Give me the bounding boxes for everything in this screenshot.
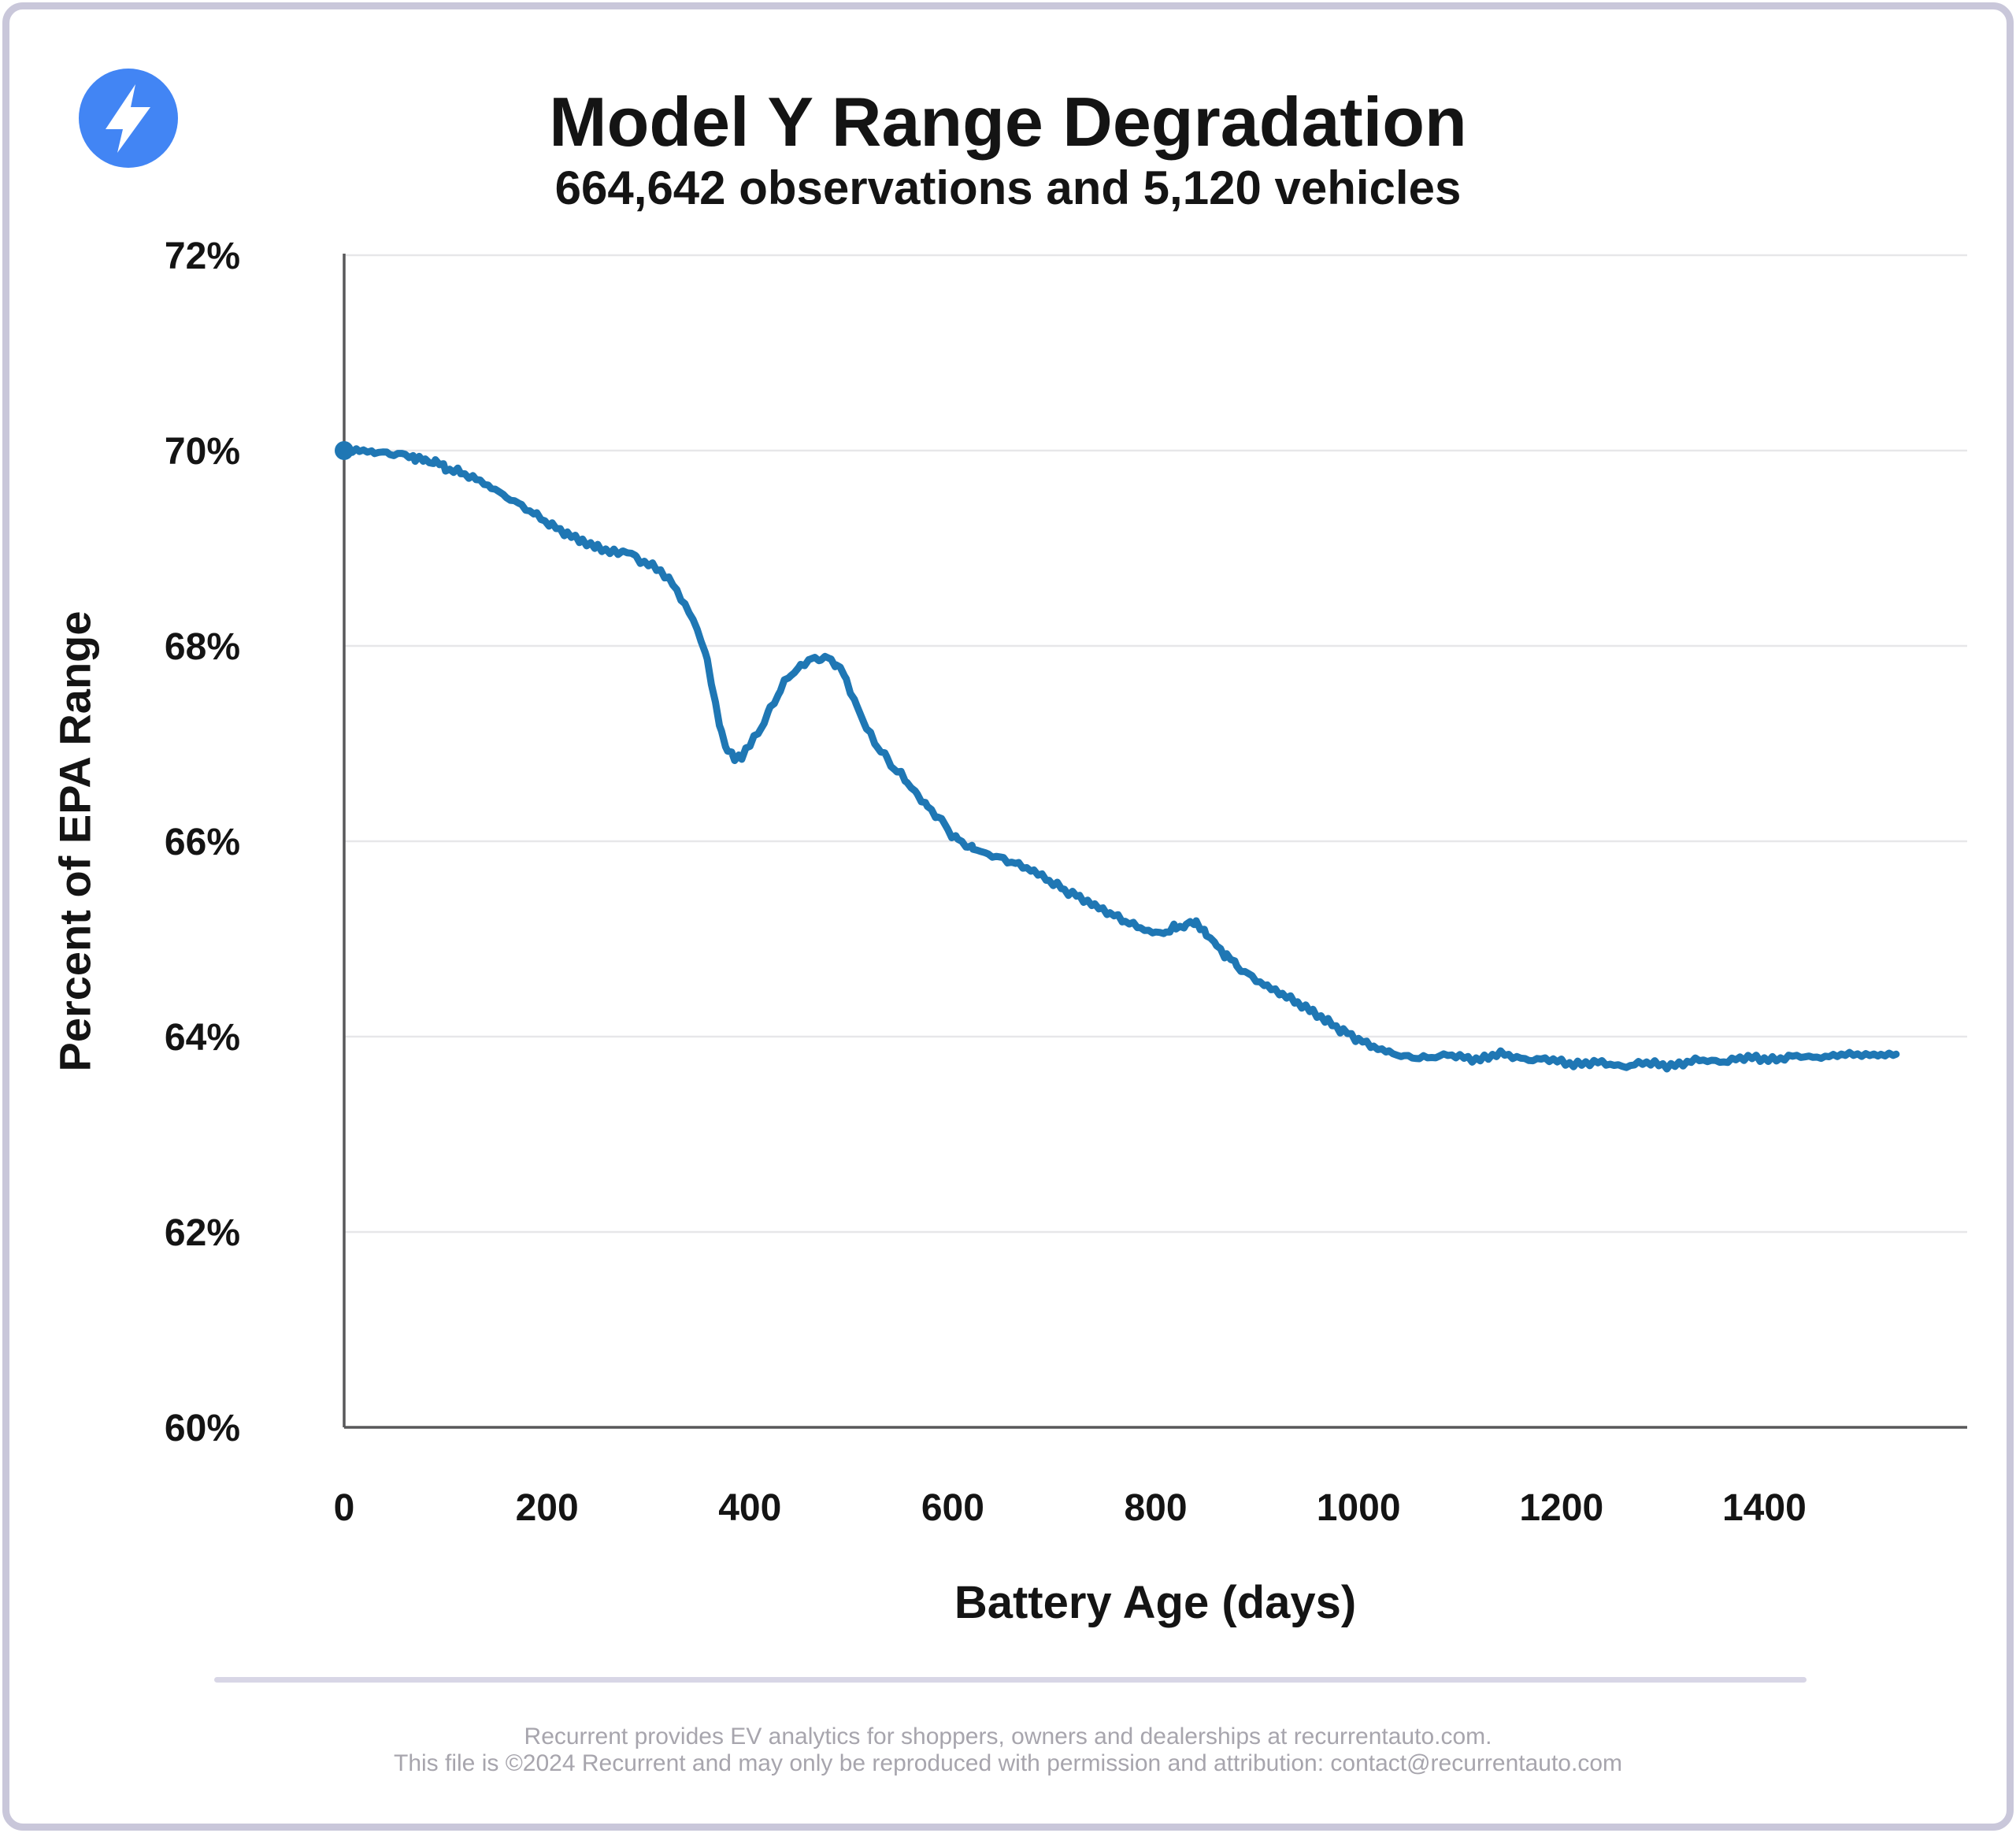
lightning-icon <box>106 84 150 153</box>
chart-subtitle: 664,642 observations and 5,120 vehicles <box>554 161 1462 214</box>
footer-line-1: Recurrent provides EV analytics for shop… <box>524 1724 1492 1750</box>
y-tick-label: 64% <box>165 1017 240 1059</box>
recurrent-logo <box>79 69 178 168</box>
series-line <box>340 445 1900 1073</box>
x-tick-label: 1000 <box>1317 1487 1401 1529</box>
x-tick-label: 200 <box>516 1487 579 1529</box>
y-tick-label: 70% <box>165 431 240 473</box>
y-tick-label: 66% <box>165 822 240 863</box>
x-tick-label: 600 <box>921 1487 984 1529</box>
footer-divider <box>214 1677 1807 1683</box>
y-tick-label: 72% <box>165 236 240 277</box>
chart-title: Model Y Range Degradation <box>549 83 1467 161</box>
x-tick-label: 0 <box>334 1487 355 1529</box>
x-tick-label: 800 <box>1124 1487 1187 1529</box>
x-axis-title: Battery Age (days) <box>954 1577 1357 1628</box>
x-tick-label: 1400 <box>1722 1487 1807 1529</box>
y-tick-label: 60% <box>165 1408 240 1449</box>
y-tick-label: 68% <box>165 626 240 668</box>
y-tick-label: 62% <box>165 1212 240 1254</box>
footer-line-2: This file is ©2024 Recurrent and may onl… <box>394 1750 1622 1776</box>
x-tick-label: 1200 <box>1519 1487 1603 1529</box>
x-tick-label: 400 <box>718 1487 781 1529</box>
